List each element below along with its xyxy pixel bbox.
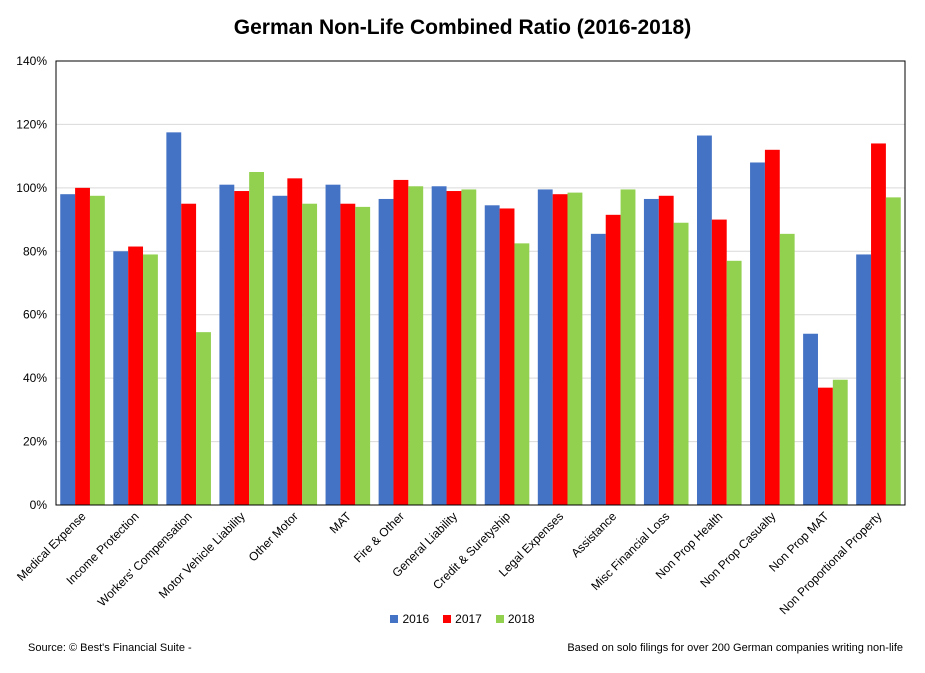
bar-2016-15	[856, 254, 872, 505]
bar-2017-2	[181, 203, 197, 505]
bar-2016-5	[325, 184, 341, 505]
bar-2016-13	[750, 162, 765, 505]
legend-item-2016: 2016	[390, 612, 429, 626]
y-tick-label: 100%	[16, 181, 47, 195]
bar-2016-4	[272, 195, 288, 506]
bars	[60, 132, 901, 506]
y-tick-label: 120%	[16, 117, 47, 131]
bar-2017-11	[658, 195, 674, 506]
bar-2017-13	[764, 149, 780, 506]
bar-2017-3	[234, 191, 250, 505]
bar-2018-2	[196, 332, 211, 505]
bar-2016-2	[166, 132, 182, 505]
y-tick-label: 60%	[23, 308, 47, 322]
bar-2018-7	[461, 189, 477, 505]
bar-2016-10	[590, 233, 606, 506]
bar-2016-6	[378, 198, 394, 505]
bar-2016-0	[60, 194, 76, 505]
bar-2018-1	[143, 254, 158, 505]
x-tick-label: Motor Vehicle Liability	[156, 509, 248, 601]
bar-2017-14	[817, 387, 833, 505]
bar-2018-5	[355, 206, 371, 505]
bar-2016-9	[537, 189, 553, 505]
bar-2016-8	[484, 205, 500, 506]
bar-2018-15	[885, 197, 901, 505]
bar-2018-10	[620, 189, 636, 505]
bar-2016-1	[113, 251, 129, 505]
legend-label: 2018	[507, 612, 535, 626]
y-tick-label: 0%	[30, 498, 48, 512]
bar-2017-9	[552, 194, 568, 505]
basis-note: Based on solo filings for over 200 Germa…	[567, 642, 903, 654]
bar-2017-1	[128, 246, 144, 505]
bar-2017-4	[287, 178, 303, 506]
bar-2018-6	[408, 186, 424, 505]
bar-2016-12	[696, 135, 712, 505]
y-tick-label: 140%	[16, 54, 47, 68]
x-tick-label: Other Motor	[246, 509, 301, 564]
bar-2017-8	[499, 208, 515, 505]
bar-2018-11	[673, 222, 689, 505]
chart-title: German Non-Life Combined Ratio (2016-201…	[233, 16, 692, 39]
bar-2017-15	[871, 143, 886, 505]
bar-2017-10	[605, 214, 621, 506]
legend-item-2017: 2017	[443, 612, 482, 626]
bar-2016-11	[643, 198, 659, 505]
bar-2018-13	[779, 233, 795, 506]
bar-2018-4	[302, 203, 318, 505]
legend-swatch	[495, 615, 504, 623]
bar-2018-14	[832, 379, 848, 505]
x-tick-label: Fire & Other	[351, 509, 407, 565]
bar-2016-3	[219, 184, 235, 505]
bar-2018-0	[89, 195, 105, 506]
legend-item-2018: 2018	[495, 612, 535, 626]
x-tick-label: Workers' Compensation	[95, 509, 195, 609]
bar-2018-12	[726, 260, 742, 505]
y-tick-label: 40%	[23, 371, 47, 385]
bar-2018-9	[567, 192, 583, 505]
source-note: Source: © Best's Financial Suite -	[28, 642, 192, 654]
legend-label: 2016	[402, 612, 430, 626]
x-tick-label: MAT	[327, 509, 355, 537]
x-tick-label: Non Proportional Property	[777, 509, 885, 617]
x-tick-label: Assistance	[568, 509, 619, 560]
bar-2018-3	[249, 172, 265, 505]
bar-2018-8	[514, 243, 530, 505]
legend-swatch	[443, 615, 452, 623]
bar-2016-7	[431, 186, 447, 505]
bar-2017-0	[75, 187, 90, 505]
bar-2017-6	[393, 179, 409, 505]
y-tick-label: 20%	[23, 435, 47, 449]
plot-border	[55, 60, 906, 506]
bar-2016-14	[803, 333, 818, 505]
legend-swatch	[390, 615, 399, 623]
bar-2017-12	[711, 219, 727, 506]
legend: 2016 2017 2018	[0, 612, 925, 626]
bar-2017-7	[446, 191, 462, 505]
y-tick-label: 80%	[23, 244, 47, 258]
legend-label: 2017	[455, 612, 482, 626]
axes	[55, 60, 906, 506]
bar-2017-5	[340, 203, 356, 505]
